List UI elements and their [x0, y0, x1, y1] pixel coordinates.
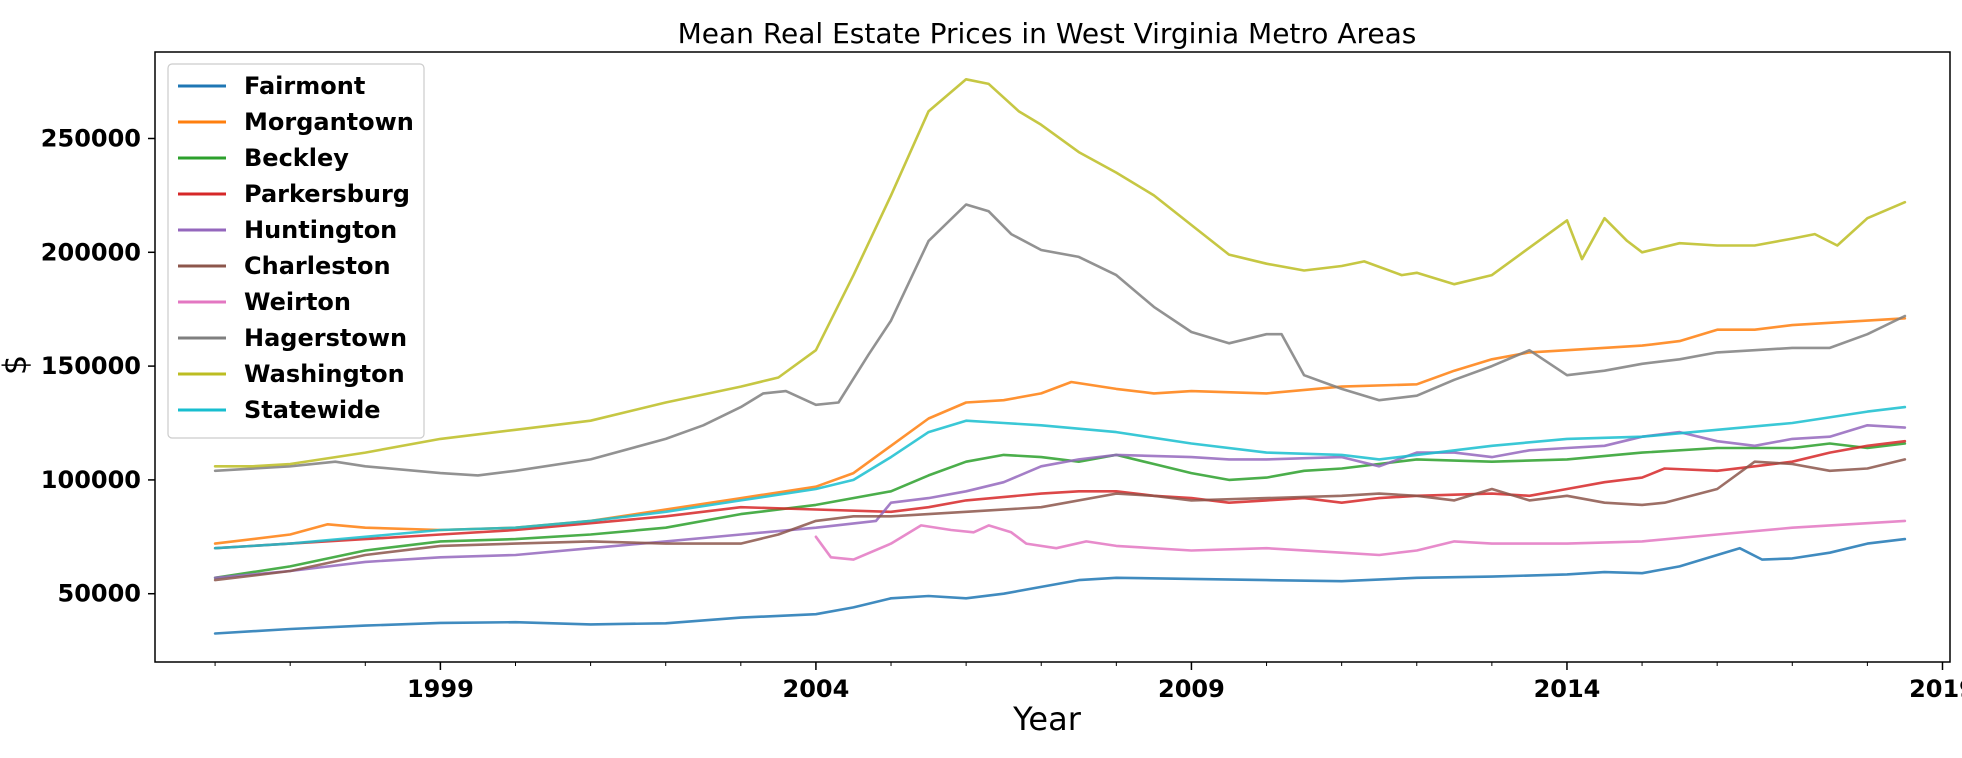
legend-label-huntington: Huntington [244, 216, 397, 244]
x-tick-label: 2014 [1534, 675, 1601, 703]
legend-label-morgantown: Morgantown [244, 108, 414, 136]
legend-label-beckley: Beckley [244, 144, 349, 172]
series-line-washington [213, 78, 1907, 468]
x-axis-label: Year [1012, 700, 1082, 738]
series-line-fairmont [213, 537, 1907, 635]
chart-title: Mean Real Estate Prices in West Virginia… [678, 17, 1417, 50]
legend-box [167, 63, 425, 439]
x-tick-label: 2004 [783, 675, 850, 703]
y-tick-label: 100000 [41, 466, 141, 494]
legend-label-charleston: Charleston [244, 252, 391, 280]
y-axis-label: $ [0, 355, 34, 375]
legend: Fairmont Morgantown Beckley Parkersburg Hunt… [167, 63, 425, 439]
series-line-hagerstown [213, 203, 1907, 477]
series-line-weirton [814, 519, 1907, 561]
y-tick-label: 250000 [41, 124, 141, 152]
y-tick-label: 50000 [58, 580, 142, 608]
legend-label-fairmont: Fairmont [244, 72, 365, 100]
legend-label-hagerstown: Hagerstown [244, 324, 407, 352]
axes: 50000 100000 150000 200000 250000 1999 2004 200… [41, 124, 1962, 703]
series-line-parkersburg [213, 439, 1907, 550]
plot-area [154, 51, 1951, 663]
legend-label-washington: Washington [244, 360, 405, 388]
series-lines [213, 78, 1907, 635]
legend-label-statewide: Statewide [244, 396, 381, 424]
x-tick-label: 1999 [407, 675, 474, 703]
series-line-huntington [213, 424, 1907, 580]
series-line-morgantown [213, 317, 1907, 545]
x-tick-label: 2019 [1909, 675, 1962, 703]
series-line-statewide [213, 405, 1907, 550]
series-line-charleston [213, 458, 1907, 582]
x-tick-label: 2009 [1158, 675, 1225, 703]
y-tick-label: 150000 [41, 352, 141, 380]
y-tick-label: 200000 [41, 238, 141, 266]
legend-label-weirton: Weirton [244, 288, 351, 316]
legend-label-parkersburg: Parkersburg [244, 180, 410, 208]
